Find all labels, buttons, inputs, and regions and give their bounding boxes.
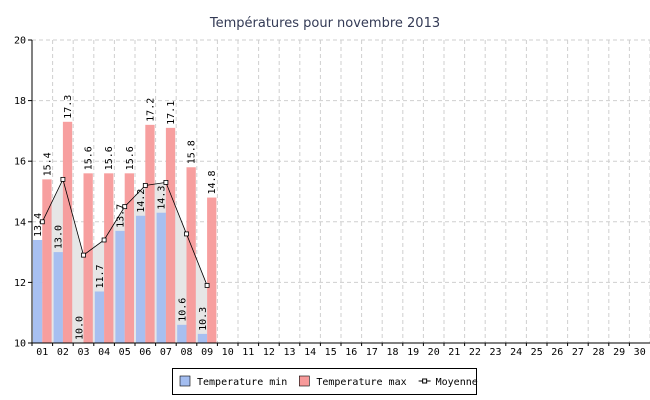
value-label: 11.7 bbox=[95, 264, 106, 288]
legend-swatch bbox=[179, 375, 191, 387]
average-point bbox=[39, 219, 45, 225]
value-label: 17.3 bbox=[63, 95, 74, 119]
x-tick-label: 19 bbox=[407, 347, 419, 358]
y-tick-label: 12 bbox=[14, 278, 26, 289]
bar bbox=[53, 252, 63, 343]
value-label: 13.7 bbox=[116, 204, 127, 228]
value-label: 10.6 bbox=[177, 298, 188, 322]
x-tick-label: 04 bbox=[98, 347, 110, 358]
x-tick-label: 06 bbox=[139, 347, 151, 358]
x-tick-label: 25 bbox=[531, 347, 543, 358]
x-tick-label: 20 bbox=[428, 347, 440, 358]
average-point bbox=[60, 176, 66, 182]
x-tick-label: 17 bbox=[366, 347, 378, 358]
x-tick-label: 10 bbox=[222, 347, 234, 358]
x-tick-label: 26 bbox=[551, 347, 563, 358]
legend-label: Temperature min bbox=[197, 377, 287, 388]
bar bbox=[33, 239, 43, 343]
value-label: 13.4 bbox=[33, 213, 44, 237]
value-label: 15.6 bbox=[104, 146, 115, 170]
x-tick-label: 02 bbox=[57, 347, 69, 358]
value-label: 10.0 bbox=[74, 316, 85, 340]
bar bbox=[136, 215, 146, 343]
x-tick-label: 28 bbox=[592, 347, 604, 358]
bar bbox=[94, 291, 105, 343]
x-tick-label: 18 bbox=[386, 347, 398, 358]
bar bbox=[165, 127, 176, 344]
legend-label: Temperature max bbox=[316, 377, 406, 388]
y-tick-label: 14 bbox=[14, 217, 26, 228]
x-tick-label: 27 bbox=[572, 347, 584, 358]
bar bbox=[62, 121, 73, 343]
legend-label: Moyenne bbox=[436, 377, 478, 388]
bar bbox=[156, 212, 166, 343]
y-tick-label: 20 bbox=[14, 36, 26, 47]
value-label: 10.3 bbox=[198, 307, 209, 331]
y-tick-label: 16 bbox=[14, 157, 26, 168]
bar bbox=[177, 324, 187, 343]
x-tick-label: 05 bbox=[119, 347, 131, 358]
chart-title: Températures pour novembre 2013 bbox=[209, 16, 440, 31]
average-point bbox=[204, 283, 210, 288]
x-tick-label: 15 bbox=[325, 347, 337, 358]
bar bbox=[197, 333, 208, 343]
value-label: 14.3 bbox=[157, 186, 168, 210]
value-label: 14.2 bbox=[136, 189, 147, 213]
legend-marker bbox=[422, 378, 428, 384]
average-point bbox=[142, 183, 148, 188]
x-tick-label: 23 bbox=[489, 347, 501, 358]
y-tick-label: 10 bbox=[14, 339, 26, 350]
legend-swatch bbox=[299, 375, 310, 387]
y-tick-label: 18 bbox=[14, 96, 26, 107]
x-tick-label: 30 bbox=[634, 347, 646, 358]
value-label: 14.8 bbox=[207, 170, 218, 194]
bar bbox=[186, 167, 196, 343]
bar bbox=[207, 197, 217, 343]
bar bbox=[42, 179, 52, 343]
x-tick-label: 24 bbox=[510, 347, 522, 358]
bar bbox=[104, 173, 114, 343]
value-label: 15.6 bbox=[84, 146, 95, 170]
average-point bbox=[81, 252, 86, 258]
x-tick-label: 21 bbox=[448, 347, 460, 358]
x-tick-label: 07 bbox=[160, 347, 172, 358]
x-tick-label: 12 bbox=[263, 347, 275, 358]
x-tick-label: 14 bbox=[304, 347, 316, 358]
x-tick-label: 01 bbox=[36, 347, 48, 358]
x-tick-label: 11 bbox=[242, 347, 254, 358]
average-point bbox=[184, 231, 189, 237]
x-tick-label: 13 bbox=[283, 347, 295, 358]
value-label: 17.1 bbox=[166, 101, 177, 125]
bar bbox=[83, 173, 93, 343]
value-label: 13.0 bbox=[54, 225, 65, 249]
x-tick-label: 09 bbox=[201, 347, 213, 358]
x-tick-label: 16 bbox=[345, 347, 357, 358]
x-tick-label: 22 bbox=[469, 347, 481, 358]
average-point bbox=[163, 180, 169, 185]
average-point bbox=[101, 237, 107, 243]
bar bbox=[145, 124, 155, 343]
value-label: 15.6 bbox=[125, 146, 136, 170]
value-label: 15.4 bbox=[42, 152, 53, 176]
value-label: 17.2 bbox=[145, 98, 156, 122]
average-point bbox=[122, 204, 128, 210]
x-tick-label: 08 bbox=[180, 347, 192, 358]
value-label: 15.8 bbox=[187, 140, 198, 164]
bar bbox=[124, 173, 134, 343]
x-tick-label: 29 bbox=[613, 347, 625, 358]
bar bbox=[115, 230, 125, 343]
x-tick-label: 03 bbox=[77, 347, 89, 358]
